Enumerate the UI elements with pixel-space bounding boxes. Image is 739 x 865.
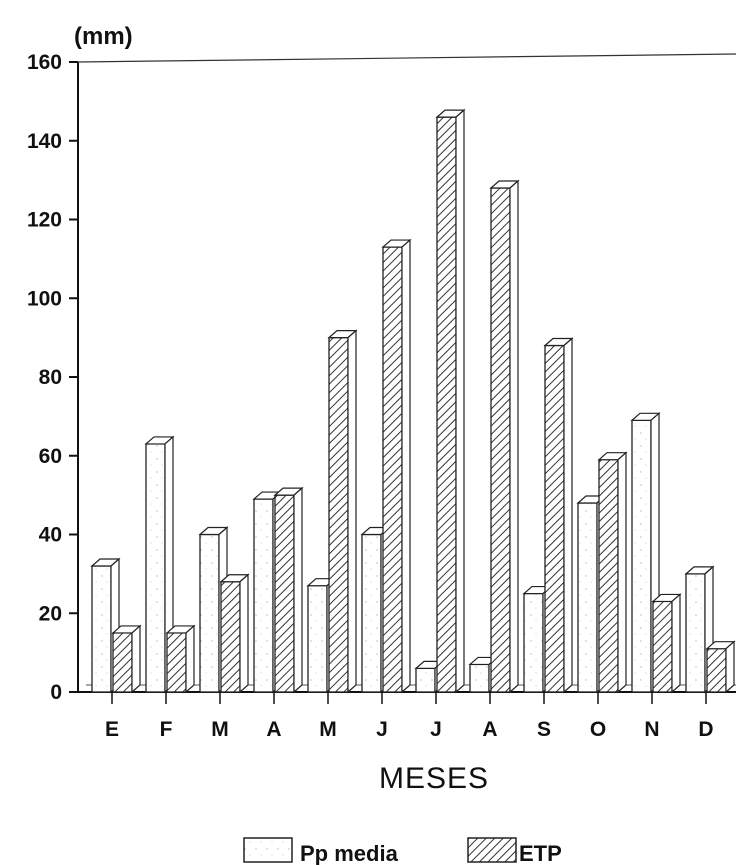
x-tick-label: S <box>537 718 551 741</box>
bar-pp-media-front <box>361 533 382 693</box>
bar-pp-media-front <box>307 585 328 693</box>
bar-etp-front <box>166 632 187 693</box>
x-tick-label: M <box>319 718 337 741</box>
bar-etp-side <box>401 238 411 694</box>
legend-layer: Pp media ETP <box>243 837 562 865</box>
bar-etp-front <box>706 648 727 693</box>
bar-etp <box>651 593 682 694</box>
bar-etp <box>597 451 628 694</box>
top-frame-line <box>77 53 737 63</box>
x-tick-label: M <box>211 718 229 741</box>
bar-etp-side <box>563 337 573 694</box>
bar-pp-media-front <box>91 565 112 693</box>
bar-pp-media-front <box>523 592 544 693</box>
bar-etp <box>273 486 304 694</box>
y-tick-label: 160 <box>27 51 62 74</box>
bar-etp-front <box>544 344 565 693</box>
legend-label: ETP <box>519 841 562 865</box>
bar-etp-side <box>617 451 627 694</box>
y-tick-label: 140 <box>27 130 62 153</box>
bar-etp-front <box>274 494 295 693</box>
x-tick-label: J <box>430 718 442 741</box>
x-tick-label: D <box>698 718 713 741</box>
y-tick-label: 0 <box>50 681 62 704</box>
bar-etp-side <box>239 573 249 694</box>
x-tick-label: F <box>160 718 173 741</box>
bar-etp <box>543 337 574 694</box>
x-tick-label: E <box>105 718 119 741</box>
bar-etp-side <box>509 179 519 694</box>
legend-swatch-pp-media <box>243 837 293 863</box>
bar-pp-media-front <box>415 667 436 693</box>
bar-etp <box>219 573 250 694</box>
y-tick-label: 120 <box>27 209 62 232</box>
x-axis-title: MESES <box>379 762 489 795</box>
bar-pp-media-front <box>469 663 490 693</box>
bar-pp-media-front <box>253 498 274 693</box>
bar-etp-side <box>725 640 735 694</box>
y-tick-label: 20 <box>39 602 62 625</box>
bar-etp-side <box>185 624 195 694</box>
bar-etp-front <box>220 581 241 693</box>
bar-etp <box>327 329 358 694</box>
x-tick-label: O <box>590 718 606 741</box>
labels-layer: 0 20 40 60 80 100 120 140 160 (mm) E F M A M J J A S O N D MES… <box>27 23 714 795</box>
bar-etp-front <box>598 459 619 693</box>
bar-etp-front <box>382 246 403 693</box>
bar-pp-media-front <box>685 573 706 693</box>
bar-etp-front <box>112 632 133 693</box>
bar-etp <box>705 640 736 694</box>
bar-etp <box>111 624 142 694</box>
bar-etp-side <box>293 486 303 694</box>
y-tick-label: 100 <box>27 287 62 310</box>
bar-etp-side <box>671 593 681 694</box>
x-tick-label: J <box>376 718 388 741</box>
bar-etp <box>435 108 466 694</box>
y-tick-label: 40 <box>39 524 62 547</box>
bar-etp-front <box>652 600 673 693</box>
bar-etp <box>381 238 412 694</box>
bar-etp-side <box>131 624 141 694</box>
bar-etp-side <box>455 108 465 694</box>
y-tick-label: 80 <box>39 366 62 389</box>
y-axis-unit-label: (mm) <box>74 23 133 50</box>
y-tick-label: 60 <box>39 445 62 468</box>
bar-pp-media-front <box>199 533 220 693</box>
x-tick-label: N <box>644 718 659 741</box>
bar-etp-front <box>436 116 457 693</box>
bar-pp-media <box>144 435 175 694</box>
bar-etp-front <box>328 336 349 693</box>
legend-swatch-etp <box>467 837 517 863</box>
bar-pp-media-front <box>577 502 598 693</box>
legend-label: Pp media <box>300 841 399 865</box>
bar-pp-media-front <box>145 443 166 693</box>
bars-layer <box>90 108 736 694</box>
bar-etp <box>165 624 196 694</box>
x-tick-label: A <box>482 718 497 741</box>
bar-etp-side <box>347 329 357 694</box>
bar-pp-media-front <box>631 419 652 693</box>
bar-etp <box>489 179 520 694</box>
bar-etp-front <box>490 187 511 693</box>
x-tick-label: A <box>266 718 281 741</box>
